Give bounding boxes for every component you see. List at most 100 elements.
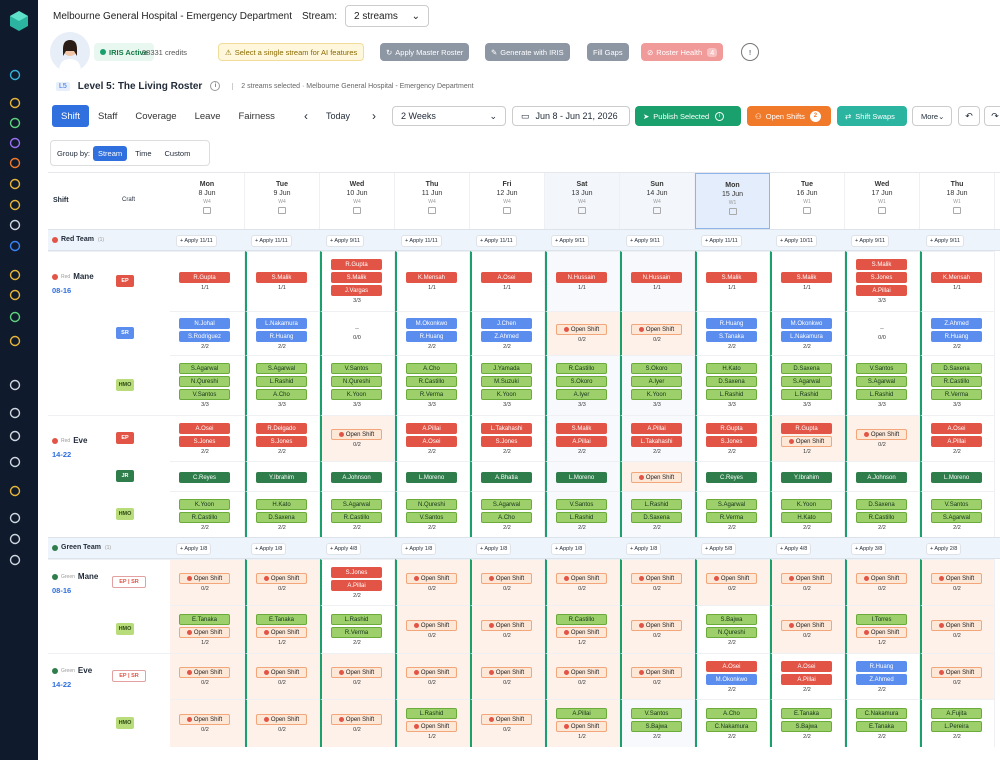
briefcase-icon[interactable] <box>8 218 22 232</box>
apply-button[interactable]: + Apply 10/11 <box>776 235 818 247</box>
redo-icon[interactable]: ↷ <box>984 106 1000 126</box>
roster-cell[interactable]: S.Agarwal A.Cho 2/2 <box>470 491 545 537</box>
open-shift-chip[interactable]: Open Shift <box>631 667 682 678</box>
day-column-header[interactable]: Tue 9 Jun W4 <box>245 173 320 229</box>
avatar[interactable] <box>50 32 90 72</box>
prev-arrow-icon[interactable]: ‹ <box>304 109 308 123</box>
roster-cell[interactable]: R.Gupta 1/1 <box>170 251 245 311</box>
staff-chip[interactable]: R.Castillo <box>931 376 982 387</box>
nav-item-3-icon[interactable] <box>8 136 22 150</box>
roster-cell[interactable]: L.Rashid Open Shift 1/2 <box>395 699 470 747</box>
staff-chip[interactable]: H.Kato <box>781 512 832 523</box>
open-shift-chip[interactable]: Open Shift <box>556 324 607 335</box>
open-shift-chip[interactable]: Open Shift <box>481 667 532 678</box>
day-column-header[interactable]: Wed 10 Jun W4 <box>320 173 395 229</box>
staff-chip[interactable]: V.Santos <box>556 499 607 510</box>
more-menu-button[interactable]: More ⌄ <box>912 106 952 126</box>
apply-button[interactable]: + Apply 3/8 <box>851 543 887 555</box>
staff-chip[interactable]: A.Pillai <box>331 580 382 591</box>
roster-cell[interactable]: D.Saxena R.Castillo 2/2 <box>845 491 920 537</box>
staff-chip[interactable]: A.Johnson <box>331 472 382 483</box>
open-shift-chip[interactable]: Open Shift <box>481 573 532 584</box>
open-shift-chip[interactable]: Open Shift <box>179 627 230 638</box>
apply-button[interactable]: + Apply 4/8 <box>326 543 362 555</box>
staff-chip[interactable]: N.Qureshi <box>706 627 757 638</box>
staff-chip[interactable]: S.Agarwal <box>931 512 982 523</box>
roster-cell[interactable]: J.Chen Z.Ahmed 2/2 <box>470 311 545 355</box>
roster-cell[interactable]: R.Gupta Open Shift 1/2 <box>770 415 845 461</box>
open-shift-chip[interactable]: Open Shift <box>931 620 982 631</box>
staff-chip[interactable]: S.Okoro <box>631 363 682 374</box>
open-shift-chip[interactable]: Open Shift <box>406 620 457 631</box>
staff-chip[interactable]: S.Malik <box>256 272 307 283</box>
staff-chip[interactable]: C.Reyes <box>706 472 757 483</box>
roster-cell[interactable]: Open Shift 0/2 <box>545 559 620 605</box>
roster-cell[interactable]: S.Agarwal L.Rashid A.Cho 3/3 <box>245 355 320 415</box>
staff-chip[interactable]: L.Rashid <box>781 389 832 400</box>
flag-icon[interactable] <box>578 207 586 214</box>
staff-chip[interactable]: A.Bhatia <box>481 472 532 483</box>
roster-cell[interactable]: Open Shift 0/2 <box>770 605 845 653</box>
open-shift-chip[interactable]: Open Shift <box>781 436 832 447</box>
roster-cell[interactable]: Open Shift 0/2 <box>395 605 470 653</box>
roster-cell[interactable]: D.Saxena S.Agarwal L.Rashid 3/3 <box>770 355 845 415</box>
staff-chip[interactable]: C.Reyes <box>179 472 230 483</box>
staff-chip[interactable]: R.Verma <box>406 389 457 400</box>
roster-cell[interactable]: Open Shift 0/2 <box>920 559 995 605</box>
open-shift-chip[interactable]: Open Shift <box>781 620 832 631</box>
staff-chip[interactable]: D.Saxena <box>931 363 982 374</box>
staff-chip[interactable]: K.Yoon <box>631 389 682 400</box>
apply-button[interactable]: + Apply 9/11 <box>926 235 965 247</box>
roster-cell[interactable]: S.Malik 1/1 <box>695 251 770 311</box>
undo-icon[interactable]: ↶ <box>958 106 980 126</box>
staff-chip[interactable]: A.Osei <box>931 423 982 434</box>
roster-cell[interactable]: L.Rashid R.Verma 2/2 <box>320 605 395 653</box>
staff-chip[interactable]: R.Huang <box>856 661 907 672</box>
roster-cell[interactable]: S.Malik 1/1 <box>770 251 845 311</box>
staff-chip[interactable]: R.Castillo <box>331 512 382 523</box>
apply-button[interactable]: + Apply 9/11 <box>326 235 365 247</box>
roster-cell[interactable]: A.Osei A.Pillai 2/2 <box>770 653 845 699</box>
staff-chip[interactable]: S.Malik <box>706 272 757 283</box>
roster-cell[interactable]: E.Tanaka Open Shift 1/2 <box>170 605 245 653</box>
staff-chip[interactable]: L.Rashid <box>631 499 682 510</box>
roster-cell[interactable]: Open Shift 0/2 <box>395 653 470 699</box>
staff-chip[interactable]: A.Johnson <box>856 472 907 483</box>
settings-active-icon[interactable] <box>8 239 22 253</box>
staff-chip[interactable]: N.Hussain <box>631 272 682 283</box>
open-shift-chip[interactable]: Open Shift <box>856 627 907 638</box>
roster-cell[interactable]: S.Agarwal R.Castillo 2/2 <box>320 491 395 537</box>
roster-cell[interactable]: R.Huang S.Tanaka 2/2 <box>695 311 770 355</box>
flag-icon[interactable] <box>278 207 286 214</box>
open-shift-chip[interactable]: Open Shift <box>931 573 982 584</box>
staff-chip[interactable]: Z.Ahmed <box>856 674 907 685</box>
apply-master-roster-button[interactable]: ↻ Apply Master Roster <box>380 43 470 61</box>
apply-button[interactable]: + Apply 11/11 <box>476 235 517 247</box>
staff-chip[interactable]: S.Tanaka <box>706 331 757 342</box>
roster-cell[interactable]: Open Shift 0/2 <box>920 653 995 699</box>
flag-icon[interactable] <box>878 207 886 214</box>
staff-chip[interactable]: Z.Ahmed <box>481 331 532 342</box>
apply-button[interactable]: + Apply 9/11 <box>851 235 890 247</box>
staff-chip[interactable]: S.Agarwal <box>781 376 832 387</box>
staff-chip[interactable]: R.Delgado <box>256 423 307 434</box>
shift-swaps-button[interactable]: ⇄ Shift Swaps <box>837 106 907 126</box>
staff-chip[interactable]: D.Saxena <box>781 363 832 374</box>
roster-cell[interactable]: J.Yamada M.Suzuki K.Yoon 3/3 <box>470 355 545 415</box>
staff-chip[interactable]: L.Moreno <box>556 472 607 483</box>
roster-cell[interactable]: N.Hussain 1/1 <box>620 251 695 311</box>
roster-cell[interactable]: K.Mensah 1/1 <box>920 251 995 311</box>
roster-cell[interactable]: R.Gupta S.Malik J.Vargas 3/3 <box>320 251 395 311</box>
roster-cell[interactable]: S.Agarwal N.Qureshi V.Santos 3/3 <box>170 355 245 415</box>
staff-chip[interactable]: E.Tanaka <box>179 614 230 625</box>
staff-chip[interactable]: Y.Ibrahim <box>781 472 832 483</box>
roster-cell[interactable]: A.Osei 1/1 <box>470 251 545 311</box>
roster-cell[interactable]: A.Cho C.Nakamura 2/2 <box>695 699 770 747</box>
staff-chip[interactable]: C.Nakamura <box>856 708 907 719</box>
staff-chip[interactable]: D.Saxena <box>631 512 682 523</box>
apply-button[interactable]: + Apply 11/11 <box>701 235 742 247</box>
day-column-header[interactable]: Tue 16 Jun W1 <box>770 173 845 229</box>
open-shift-chip[interactable]: Open Shift <box>631 472 682 483</box>
staff-chip[interactable]: S.Malik <box>556 423 607 434</box>
staff-chip[interactable]: S.Malik <box>781 272 832 283</box>
